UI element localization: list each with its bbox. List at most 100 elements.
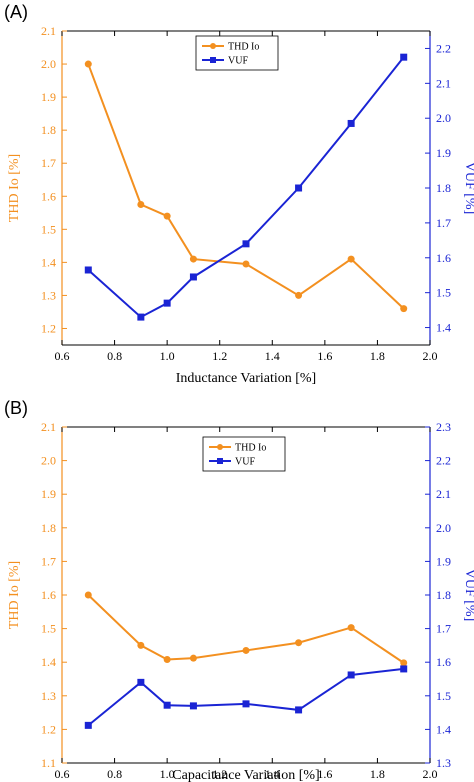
y-left-tick-label: 1.8 bbox=[41, 123, 56, 137]
legend: THD Io VUF bbox=[202, 436, 286, 472]
y-left-tick-label: 2.1 bbox=[41, 420, 56, 434]
y-left-tick-label: 1.2 bbox=[41, 321, 56, 335]
y-right-tick-label: 1.8 bbox=[436, 181, 451, 195]
thd-point bbox=[242, 646, 250, 654]
x-tick-label: 0.8 bbox=[107, 767, 122, 781]
thd-point bbox=[242, 260, 250, 268]
x-axis-title: Capacitance Variation [%] bbox=[172, 768, 319, 782]
x-tick-label: 1.0 bbox=[160, 767, 175, 781]
legend-box bbox=[202, 436, 286, 472]
y-left-tick-label: 1.6 bbox=[41, 189, 56, 203]
legend-box bbox=[195, 35, 279, 71]
y-left-axis-title: THD Io [%] bbox=[7, 561, 22, 629]
thd-point bbox=[400, 659, 408, 667]
thd-point bbox=[189, 654, 197, 662]
y-right-tick-label: 2.1 bbox=[436, 76, 451, 90]
y-right-tick-label: 1.8 bbox=[436, 588, 451, 602]
vuf-point bbox=[189, 273, 197, 281]
x-tick-label: 1.8 bbox=[370, 767, 385, 781]
vuf-series-line bbox=[87, 56, 405, 319]
chart-panel-a: (A) 0.6 0.8 1.0 1.2 1.4 1.6 1.8 2.0 1.2 1.3 1.4 1.5 1… bbox=[4, 2, 474, 386]
thd-point bbox=[163, 212, 171, 220]
thd-point bbox=[84, 60, 92, 68]
vuf-point bbox=[163, 701, 171, 709]
legend-vuf-label: VUF bbox=[228, 56, 248, 67]
panel-label: (A) bbox=[4, 2, 28, 22]
chart-panel-b: (B) 0.6 0.8 1.0 1.2 1.4 1.6 1.8 2.0 1.1 1.2 1.3 1.4 1… bbox=[4, 398, 474, 782]
vuf-point bbox=[242, 240, 250, 248]
vuf-point bbox=[347, 671, 355, 679]
y-right-tick-label: 1.4 bbox=[436, 722, 451, 736]
thd-point bbox=[189, 255, 197, 263]
y-right-tick-label: 1.6 bbox=[436, 251, 451, 265]
y-right-tick-label: 1.9 bbox=[436, 146, 451, 160]
legend-vuf-marker bbox=[210, 57, 216, 63]
thd-series-line bbox=[87, 594, 405, 664]
x-axis-title: Inductance Variation [%] bbox=[176, 371, 316, 386]
y-left-tick-label: 1.1 bbox=[41, 756, 56, 770]
y-right-tick-label: 2.1 bbox=[436, 487, 451, 501]
x-tick-label: 1.2 bbox=[212, 349, 227, 363]
legend-vuf-marker bbox=[217, 458, 223, 464]
vuf-point bbox=[137, 678, 145, 686]
y-right-tick-label: 2.3 bbox=[436, 420, 451, 434]
vuf-point bbox=[295, 184, 303, 192]
y-right-tick-label: 1.6 bbox=[436, 655, 451, 669]
y-left-tick-label: 1.9 bbox=[41, 90, 56, 104]
y-left-tick-label: 2.0 bbox=[41, 57, 56, 71]
y-left-tick-label: 1.4 bbox=[41, 655, 56, 669]
legend-thd-marker bbox=[210, 43, 216, 49]
vuf-series-line bbox=[87, 667, 404, 727]
y-right-tick-label: 1.5 bbox=[436, 689, 451, 703]
vuf-point bbox=[137, 313, 145, 321]
x-tick-label: 1.4 bbox=[265, 767, 280, 781]
legend-thd-label: THD Io bbox=[228, 42, 259, 53]
x-tick-label: 2.0 bbox=[423, 349, 438, 363]
vuf-point bbox=[400, 53, 408, 61]
y-right-tick-label: 2.0 bbox=[436, 111, 451, 125]
y-right-tick-label: 2.2 bbox=[436, 41, 451, 55]
x-tick-label: 0.6 bbox=[55, 349, 70, 363]
thd-point bbox=[137, 641, 145, 649]
y-right-tick-label: 2.2 bbox=[436, 454, 451, 468]
vuf-point bbox=[242, 700, 250, 708]
y-left-tick-label: 1.6 bbox=[41, 588, 56, 602]
vuf-point bbox=[84, 721, 92, 729]
y-right-tick-label: 2.0 bbox=[436, 521, 451, 535]
y-right-tick-label: 1.7 bbox=[436, 216, 451, 230]
vuf-point bbox=[347, 119, 355, 127]
y-left-tick-label: 1.8 bbox=[41, 521, 56, 535]
x-tick-label: 1.2 bbox=[212, 767, 227, 781]
legend-vuf-label: VUF bbox=[235, 457, 255, 468]
y-right-tick-label: 1.9 bbox=[436, 554, 451, 568]
y-left-tick-label: 1.5 bbox=[41, 222, 56, 236]
x-tick-label: 1.6 bbox=[317, 349, 332, 363]
x-tick-label: 1.4 bbox=[265, 349, 280, 363]
x-tick-label: 2.0 bbox=[423, 767, 438, 781]
y-left-tick-label: 1.9 bbox=[41, 487, 56, 501]
legend: THD Io VUF bbox=[195, 35, 279, 71]
legend-thd-marker bbox=[217, 444, 223, 450]
y-left-tick-label: 1.2 bbox=[41, 722, 56, 736]
thd-series-line bbox=[87, 63, 405, 310]
y-right-tick-label: 1.3 bbox=[436, 756, 451, 770]
y-left-tick-label: 1.3 bbox=[41, 689, 56, 703]
y-left-tick-label: 2.1 bbox=[41, 24, 56, 38]
y-right-axis-title: VUF [%] bbox=[462, 162, 474, 215]
y-right-tick-label: 1.5 bbox=[436, 286, 451, 300]
y-left-tick-label: 2.0 bbox=[41, 454, 56, 468]
vuf-point bbox=[84, 266, 92, 274]
thd-point bbox=[347, 624, 355, 632]
thd-point bbox=[400, 305, 408, 313]
thd-point bbox=[295, 639, 303, 647]
y-right-tick-label: 1.4 bbox=[436, 321, 451, 335]
thd-point bbox=[137, 201, 145, 209]
x-tick-label: 0.8 bbox=[107, 349, 122, 363]
thd-point bbox=[163, 656, 171, 664]
y-left-tick-label: 1.3 bbox=[41, 288, 56, 302]
vuf-point bbox=[163, 299, 171, 307]
x-tick-label: 1.6 bbox=[317, 767, 332, 781]
thd-point bbox=[295, 291, 303, 299]
y-right-tick-label: 1.7 bbox=[436, 622, 451, 636]
